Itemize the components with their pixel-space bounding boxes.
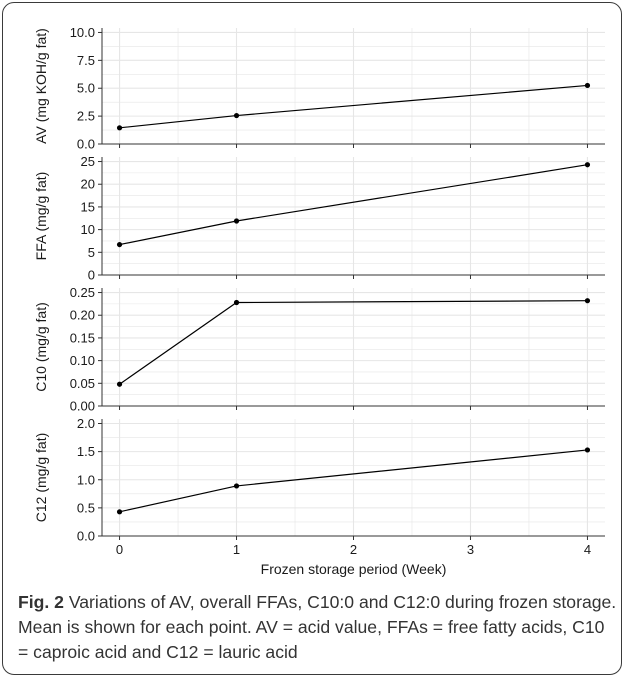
multi-panel-line-chart: 0.02.55.07.510.0AV (mg KOH/g fat)0510152… (33, 25, 605, 577)
data-point (233, 483, 240, 489)
figure-caption: Fig. 2 Variations of AV, overall FFAs, C… (18, 590, 618, 665)
data-point (116, 509, 123, 515)
y-tick-label: 1.5 (77, 444, 95, 459)
x-tick-label: 4 (584, 542, 591, 557)
caption-label: Fig. 2 (18, 592, 64, 612)
y-tick-label: 2.5 (77, 109, 95, 124)
y-tick-label: 0.25 (70, 285, 95, 300)
y-tick-label: 0.20 (70, 308, 95, 323)
data-point (584, 447, 591, 453)
y-axis-title: AV (mg KOH/g fat) (33, 28, 49, 144)
y-tick-label: 0.05 (70, 376, 95, 391)
y-tick-label: 25 (81, 154, 95, 169)
data-point (584, 298, 591, 304)
figure-frame (2, 2, 622, 675)
data-point (233, 299, 240, 306)
x-tick-label: 1 (233, 542, 240, 557)
y-axis-title: C12 (mg/g fat) (33, 433, 49, 522)
x-tick-label: 3 (467, 542, 474, 557)
y-tick-label: 0.00 (70, 399, 95, 414)
y-tick-label: 2.0 (77, 416, 95, 431)
y-tick-label: 5.0 (77, 81, 95, 96)
data-point (116, 241, 123, 248)
data-point (233, 112, 240, 119)
data-point (116, 381, 123, 387)
y-tick-label: 0.10 (70, 353, 95, 368)
data-point (116, 125, 123, 131)
x-tick-label: 0 (116, 542, 123, 557)
x-axis-title: Frozen storage period (Week) (261, 561, 447, 577)
y-tick-label: 10 (81, 222, 95, 237)
data-point (584, 162, 591, 168)
y-tick-label: 20 (81, 177, 95, 192)
x-tick-label: 2 (350, 542, 357, 557)
y-tick-label: 0.5 (77, 500, 95, 515)
caption-text: Variations of AV, overall FFAs, C10:0 an… (18, 592, 617, 662)
y-tick-label: 15 (81, 199, 95, 214)
y-tick-label: 0.0 (77, 529, 95, 544)
y-tick-label: 5 (88, 245, 95, 260)
y-tick-label: 10.0 (70, 25, 95, 40)
y-tick-label: 0 (88, 268, 95, 283)
y-tick-label: 1.0 (77, 472, 95, 487)
y-axis-title: FFA (mg/g fat) (33, 172, 49, 261)
data-point (233, 218, 240, 224)
y-tick-label: 0.0 (77, 137, 95, 152)
y-tick-label: 7.5 (77, 53, 95, 68)
y-tick-label: 0.15 (70, 330, 95, 345)
data-point (584, 82, 591, 89)
y-axis-title: C10 (mg/g fat) (33, 302, 49, 391)
